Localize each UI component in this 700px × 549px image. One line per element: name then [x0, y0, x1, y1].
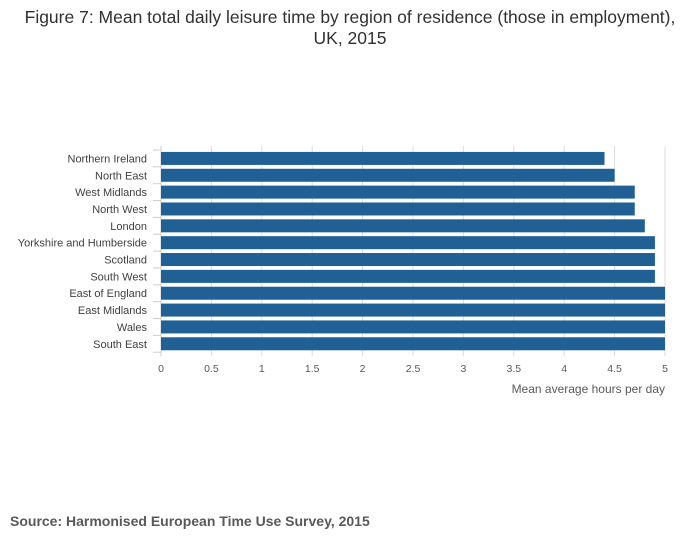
bar — [161, 269, 655, 283]
x-tick-label: 3.5 — [506, 363, 521, 375]
x-tick-label: 1.5 — [305, 363, 320, 375]
x-axis-title: Mean average hours per day — [512, 382, 665, 396]
category-label: South East — [93, 339, 147, 351]
bar — [161, 337, 665, 351]
category-label: West Midlands — [75, 187, 147, 199]
x-tick-label: 4.5 — [607, 363, 622, 375]
bar — [161, 168, 615, 182]
category-label: London — [110, 221, 147, 233]
bar — [161, 185, 635, 199]
chart-title: Figure 7: Mean total daily leisure time … — [24, 7, 676, 48]
x-tick-label: 4 — [561, 363, 567, 375]
category-label: North West — [92, 204, 147, 216]
bar — [161, 286, 665, 300]
category-label: East Midlands — [78, 305, 148, 317]
x-axis-ticks: 0 0.5 1 1.5 2 2.5 3 3.5 4 4.5 5 — [158, 363, 668, 375]
x-tick-label: 2 — [360, 363, 366, 375]
category-label: Yorkshire and Humberside — [18, 238, 147, 250]
bar — [161, 219, 645, 233]
x-tick-label: 2.5 — [406, 363, 421, 375]
source-note: Source: Harmonised European Time Use Sur… — [10, 513, 370, 529]
bar — [161, 236, 655, 250]
bar — [161, 320, 665, 334]
category-label: North East — [95, 170, 147, 182]
x-tick-label: 1 — [259, 363, 265, 375]
category-label: Scotland — [104, 255, 147, 267]
bar — [161, 202, 635, 216]
bar — [161, 303, 665, 317]
bar — [161, 253, 655, 267]
category-label: East of England — [69, 288, 147, 300]
category-label: Northern Ireland — [68, 153, 148, 165]
bar — [161, 151, 605, 165]
category-label: South West — [90, 271, 147, 283]
x-tick-label: 3 — [460, 363, 466, 375]
bars — [161, 151, 665, 351]
category-labels: Northern Ireland North East West Midlands N… — [18, 153, 148, 350]
x-tick-label: 0 — [158, 363, 164, 375]
x-tick-label: 0.5 — [204, 363, 219, 375]
category-label: Wales — [117, 322, 148, 334]
x-tick-label: 5 — [662, 363, 668, 375]
